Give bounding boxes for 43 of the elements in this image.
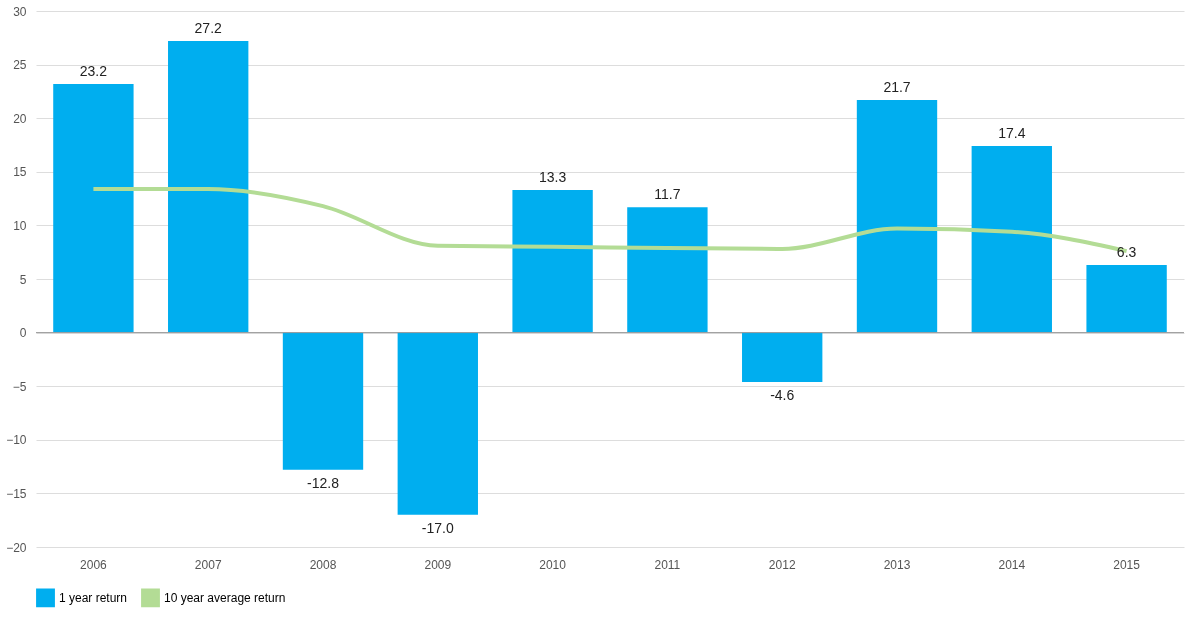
x-tick-label: 2013: [883, 557, 911, 572]
text: 27.2: [194, 20, 222, 37]
text: -12.8: [307, 474, 339, 491]
y-tick-label: 5: [19, 272, 27, 287]
x-tick-label: 2015: [1113, 557, 1141, 572]
x-tick-label: 2009: [424, 557, 452, 572]
bar: [1086, 265, 1167, 333]
x-tick-label: 2012: [768, 557, 796, 572]
y-tick-label: −20: [6, 540, 27, 555]
bar: [512, 190, 593, 333]
x-tick-label: 2014: [998, 557, 1026, 572]
x-tick-label: 2010: [539, 557, 567, 572]
text: 11.7: [654, 186, 681, 203]
text: 23.2: [79, 62, 108, 79]
y-tick-label: 25: [13, 58, 27, 73]
y-tick-label: 0: [19, 326, 27, 341]
legend-label: 1 year return: [59, 590, 128, 605]
x-tick-label: 2007: [194, 557, 222, 572]
bar: [282, 332, 364, 470]
x-tick-label: 2011: [654, 557, 681, 572]
x-tick-label: 2008: [309, 557, 337, 572]
text: -4.6: [770, 386, 795, 403]
bar: [856, 99, 938, 333]
bar: [168, 41, 249, 333]
text: 13.3: [538, 169, 567, 186]
text: 21.7: [883, 78, 911, 95]
bar: [971, 146, 1052, 333]
bar: [53, 83, 134, 333]
y-tick-label: −5: [12, 379, 27, 394]
y-tick-label: −15: [6, 486, 27, 501]
text: 6.3: [1116, 244, 1137, 261]
y-tick-label: 20: [13, 111, 27, 126]
y-tick-label: −10: [6, 433, 27, 448]
bar: [627, 207, 708, 333]
y-tick-label: 15: [13, 165, 27, 180]
y-tick-label: 10: [13, 218, 27, 233]
bar: [742, 332, 823, 382]
text: 17.4: [998, 125, 1026, 142]
legend-label: 10 year average return: [164, 590, 286, 605]
bar: [397, 332, 478, 515]
x-tick-label: 2006: [80, 557, 108, 572]
y-tick-label: 30: [13, 4, 27, 19]
text: -17.0: [421, 519, 454, 536]
